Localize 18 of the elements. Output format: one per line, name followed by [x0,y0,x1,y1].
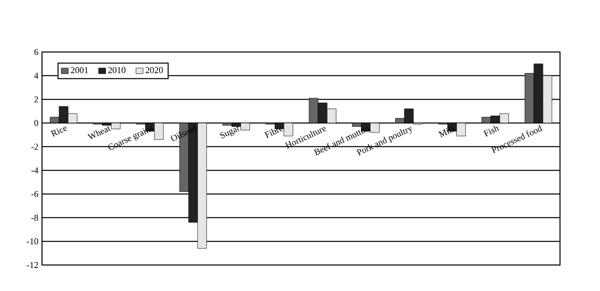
legend-label: 2010 [108,67,126,74]
y-tick-label: -4 [31,167,38,174]
y-tick-label: -12 [26,262,38,268]
x-tick-label: Milk [438,126,456,138]
y-tick-label: 0 [34,120,38,126]
y-tick-label: 6 [34,48,38,56]
y-tick-label: -6 [31,190,38,198]
legend-label: 2020 [146,67,163,74]
y-tick-label: -8 [31,214,38,221]
y-tick-label: 2 [34,96,38,102]
x-tick-label: Wheat [87,126,111,140]
x-tick-label: Sugar [220,126,240,138]
x-tick-label: Rice [50,126,68,137]
y-tick-label: -10 [26,238,38,244]
y-tick-label: 4 [34,72,38,79]
legend-label: 2001 [70,67,88,74]
y-tick-label: -2 [31,144,38,150]
x-tick-label: Fibre [264,127,284,138]
